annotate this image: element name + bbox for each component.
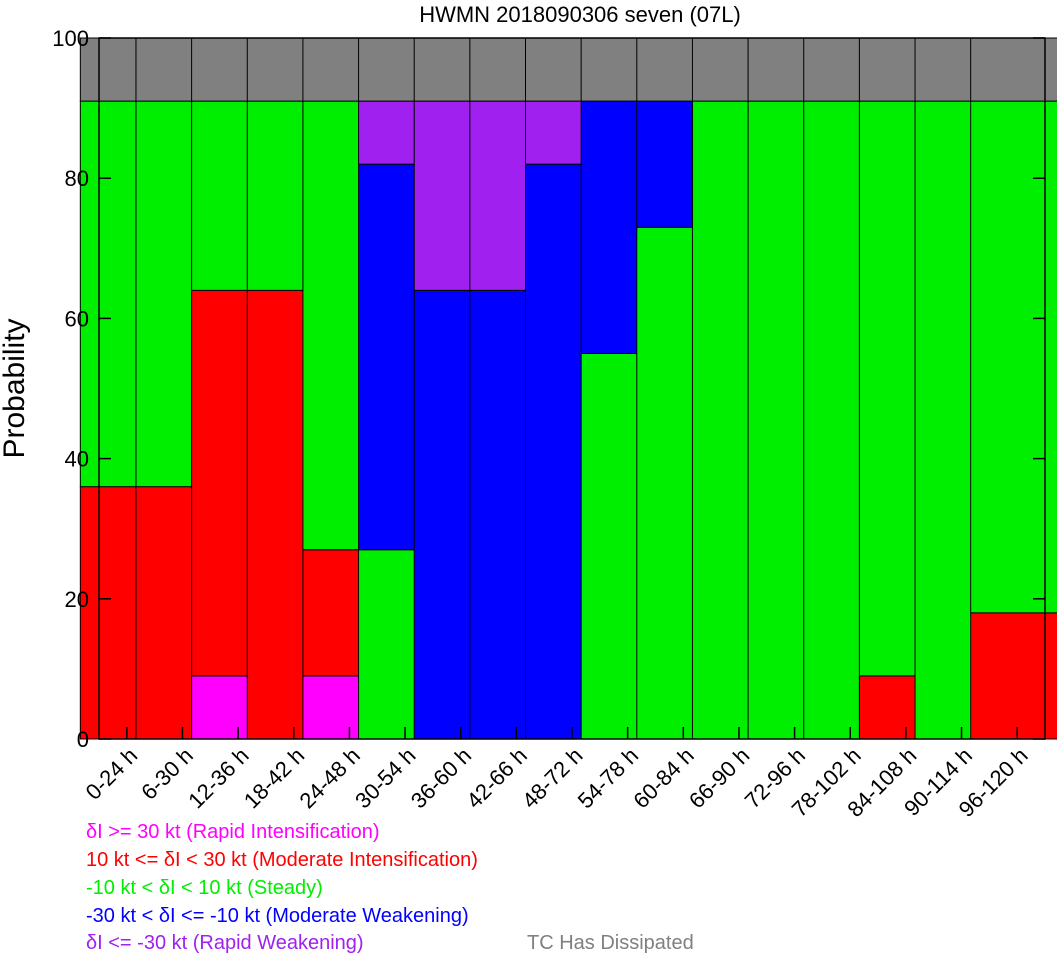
legend-entry: δI <= -30 kt (Rapid Weakening) bbox=[86, 932, 364, 954]
legend-entry: δI >= 30 kt (Rapid Intensification) bbox=[86, 821, 380, 843]
y-tick-label: 100 bbox=[52, 26, 89, 51]
x-tick-label: 36-60 h bbox=[406, 743, 476, 813]
y-axis-label: Probability bbox=[0, 318, 31, 458]
bar-segment bbox=[970, 612, 1057, 740]
x-tick-label: 18-42 h bbox=[239, 743, 309, 813]
y-tick-label: 0 bbox=[77, 727, 89, 752]
bar-segment bbox=[970, 37, 1057, 102]
legend-entry: TC Has Dissipated bbox=[527, 932, 694, 954]
chart-title: HWMN 2018090306 seven (07L) bbox=[419, 2, 741, 27]
legend-entry: -30 kt < δI <= -10 kt (Moderate Weakenin… bbox=[86, 905, 469, 927]
x-tick-label: 42-66 h bbox=[461, 743, 531, 813]
y-tick-label: 80 bbox=[65, 166, 89, 191]
y-tick-label: 60 bbox=[65, 306, 89, 331]
y-tick-label: 20 bbox=[65, 587, 89, 612]
x-tick-label: 60-84 h bbox=[628, 743, 698, 813]
x-tick-label: 30-54 h bbox=[350, 743, 420, 813]
x-tick-label: 54-78 h bbox=[573, 743, 643, 813]
legend-entry: -10 kt < δI < 10 kt (Steady) bbox=[86, 877, 323, 899]
x-tick-label: 66-90 h bbox=[684, 743, 754, 813]
x-tick-label: 0-24 h bbox=[81, 743, 143, 805]
x-tick-label: 48-72 h bbox=[517, 743, 587, 813]
x-tick-label: 24-48 h bbox=[295, 743, 365, 813]
x-tick-label: 12-36 h bbox=[183, 743, 253, 813]
legend-entry: 10 kt <= δI < 30 kt (Moderate Intensific… bbox=[86, 849, 478, 871]
bar-segment bbox=[970, 100, 1057, 614]
y-tick-label: 40 bbox=[65, 447, 89, 472]
